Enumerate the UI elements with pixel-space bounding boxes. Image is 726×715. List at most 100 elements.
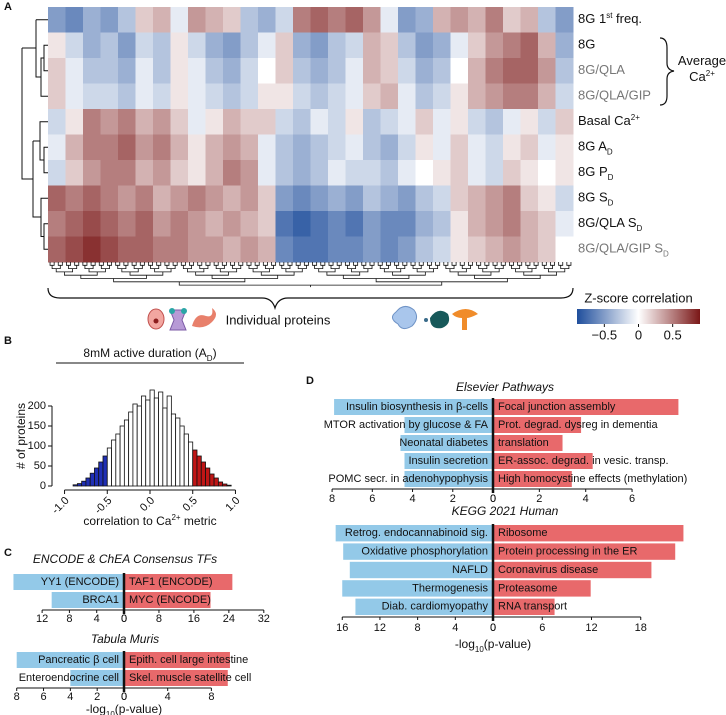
heatmap-cell: [293, 185, 311, 212]
heatmap-cell: [363, 236, 381, 263]
heatmap-cell: [485, 160, 504, 186]
heatmap-cell: [503, 185, 521, 212]
heatmap-cell: [503, 134, 521, 161]
heatmap-cell: [520, 134, 539, 161]
heatmap-cell: [380, 236, 399, 263]
heatmap-cell: [258, 7, 276, 33]
left-bar-label: NAFLD: [452, 564, 488, 576]
average-brace: [659, 37, 675, 106]
heatmap-cell: [205, 83, 224, 110]
x-axis-label-subscript: 10: [475, 645, 484, 654]
heatmap-cell: [503, 83, 521, 110]
heatmap-cell: [118, 58, 136, 84]
x-tick-label: 4: [165, 691, 171, 703]
x-axis-label-text: (p-value): [484, 637, 531, 651]
heatmap-cell: [153, 236, 171, 263]
right-bar-label: Proteasome: [498, 582, 557, 594]
heatmap-cell: [223, 83, 241, 110]
y-axis-label: # of proteins: [14, 403, 28, 469]
heatmap-cell: [433, 32, 451, 59]
histogram-bar: [119, 425, 125, 487]
heatmap-cell: [170, 83, 189, 110]
heatmap-cell: [345, 160, 364, 186]
heatmap-cell: [275, 134, 294, 161]
x-tick-label: 16: [336, 622, 348, 634]
row-label: 8G: [578, 37, 595, 52]
heatmap-cell: [345, 236, 364, 263]
heatmap-cell: [83, 32, 101, 59]
heatmap-cell: [293, 7, 311, 33]
heatmap-cell: [468, 58, 486, 84]
heatmap-cell: [205, 211, 224, 237]
heatmap-cell: [100, 134, 119, 161]
heatmap-cell: [65, 7, 84, 33]
bracket-label-text: Average: [678, 53, 726, 68]
heatmap-cell: [100, 211, 119, 237]
heatmap-cell: [538, 58, 556, 84]
heatmap-cell: [363, 160, 381, 186]
heatmap-cell: [485, 211, 504, 237]
heatmap-cell: [275, 83, 294, 110]
x-tick-label: 18: [635, 622, 647, 634]
x-axis-label: correlation to Ca2+ metric: [83, 513, 216, 529]
heatmap-cell: [170, 236, 189, 263]
row-dendrogram: [21, 19, 48, 250]
heatmap-cell: [223, 134, 241, 161]
left-bar: [334, 399, 493, 415]
heatmap-cell: [275, 211, 294, 237]
heatmap-cell: [363, 134, 381, 161]
heatmap-cell: [275, 185, 294, 212]
heatmap-cell: [555, 83, 574, 110]
heatmap-cell: [555, 236, 574, 263]
histogram-bar: [72, 484, 78, 487]
left-bar-label: Insulin secretion: [409, 455, 489, 467]
right-bar: [493, 580, 591, 597]
heatmap-cell: [415, 7, 434, 33]
heatmap-cell: [398, 32, 416, 59]
heatmap-cell: [398, 134, 416, 161]
heatmap-cell: [153, 109, 171, 135]
chart-title-text: 8mM active duration (A: [83, 346, 206, 360]
x-axis-label: -log10(p-value): [86, 702, 162, 715]
heatmap-cell: [345, 109, 364, 135]
heatmap-cell: [398, 83, 416, 110]
heatmap-cell: [520, 83, 539, 110]
x-tick-label: 0: [121, 613, 127, 625]
histogram-bar: [115, 433, 121, 487]
x-tick-label: 8: [208, 691, 214, 703]
right-bar: [493, 561, 652, 579]
heatmap-cell: [345, 83, 364, 110]
heatmap-cell: [415, 134, 434, 161]
x-tick-label: 2: [536, 493, 542, 505]
heatmap-cell: [118, 185, 136, 212]
row-label-text: 8G/QLA/GIP: [578, 88, 651, 103]
x-tick-label: 0: [121, 691, 127, 703]
x-axis-label-superscript: 2+: [171, 513, 180, 522]
heatmap-cell: [118, 32, 136, 59]
histogram-bar: [153, 397, 159, 487]
histogram-bar: [102, 455, 108, 487]
histogram-bar: [123, 419, 130, 487]
heatmap-cell: [555, 7, 574, 33]
heatmap-cell: [65, 185, 84, 212]
histogram-bar: [188, 441, 194, 487]
x-axis-label: Individual proteins: [226, 312, 331, 327]
histogram-bar: [76, 483, 83, 487]
heatmap-cell: [135, 7, 154, 33]
heatmap-cell: [118, 83, 136, 110]
right-bar: [124, 652, 230, 668]
heatmap-cell: [398, 211, 416, 237]
heatmap-cell: [520, 160, 539, 186]
heatmap-cell: [468, 83, 486, 110]
heatmap-cell: [520, 236, 539, 263]
row-label: 8G PD: [578, 164, 614, 181]
left-bar-label: BRCA1: [82, 594, 119, 606]
bracket-label-text: Ca: [689, 69, 706, 84]
histogram-bar: [209, 473, 215, 487]
x-tick-label: 2: [450, 493, 456, 505]
right-bar: [493, 453, 593, 469]
x-tick-label: 12: [374, 622, 386, 634]
heatmap-cell: [345, 7, 364, 33]
row-label-superscript: st: [606, 10, 613, 19]
